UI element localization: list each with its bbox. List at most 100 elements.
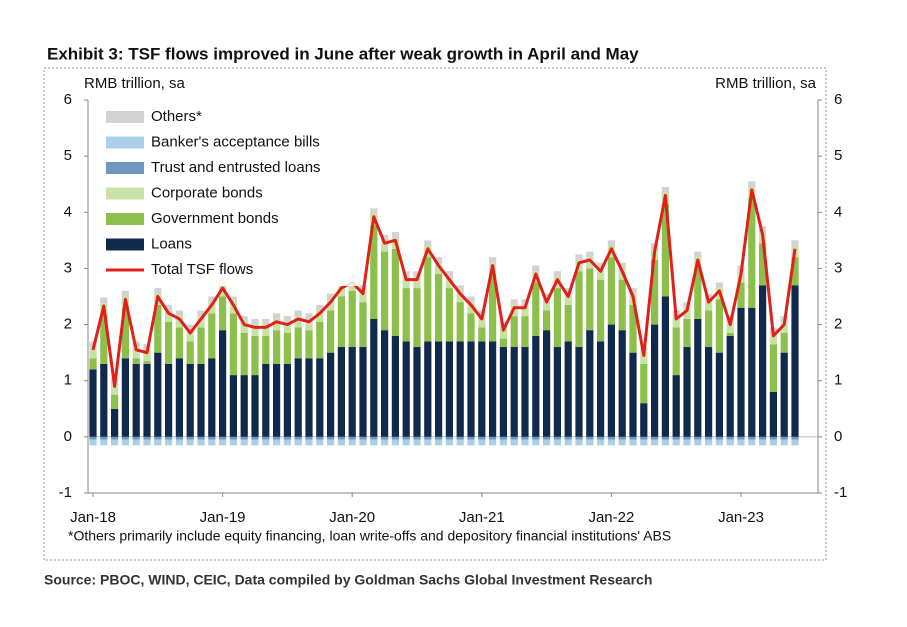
bar-segment <box>651 324 659 437</box>
bar-segment <box>553 347 561 437</box>
bar-segment <box>337 436 345 440</box>
bar-segment <box>154 352 162 437</box>
bar-segment <box>737 307 745 437</box>
y-tick-label: 6 <box>64 91 72 108</box>
bar-segment <box>327 436 335 440</box>
bar-segment <box>240 332 248 376</box>
bar-segment <box>435 257 443 263</box>
bar-segment <box>780 321 788 333</box>
bar-segment <box>305 358 313 437</box>
bar-segment <box>618 439 626 446</box>
bar-segment <box>467 302 475 314</box>
bar-segment <box>283 436 291 440</box>
bar-segment <box>294 327 302 359</box>
bar-segment <box>121 436 129 440</box>
bar-segment <box>510 299 518 305</box>
bar-segment <box>143 363 151 437</box>
bar-segment <box>208 358 216 437</box>
bar-segment <box>316 439 324 446</box>
bar-segment <box>370 318 378 437</box>
bar-segment <box>748 436 756 440</box>
bar-segment <box>294 358 302 437</box>
bar-segment <box>629 439 637 446</box>
bar-segment <box>165 304 173 311</box>
bar-segment <box>316 310 324 322</box>
bar-segment <box>143 361 151 364</box>
bar-segment <box>294 439 302 446</box>
bar-segment <box>381 330 389 437</box>
bar-segment <box>337 285 345 297</box>
bar-segment <box>532 436 540 440</box>
bar-segment <box>348 439 356 446</box>
bar-segment <box>661 296 669 437</box>
bar-segment <box>445 341 453 437</box>
bar-segment <box>672 327 680 376</box>
bar-segment <box>402 439 410 446</box>
bar-segment <box>413 439 421 446</box>
bar-segment <box>283 439 291 446</box>
bar-segment <box>391 439 399 446</box>
bar-segment <box>111 383 119 395</box>
bar-segment <box>316 358 324 437</box>
bar-segment <box>240 316 248 322</box>
bar-segment <box>607 240 615 246</box>
bar-segment <box>316 436 324 440</box>
bar-segment <box>143 349 151 362</box>
bar-segment <box>791 285 799 437</box>
bar-segment <box>197 436 205 440</box>
bar-segment <box>759 439 767 446</box>
bar-segment <box>715 282 723 289</box>
y2-tick-label: 6 <box>834 91 842 108</box>
y-tick-label: 2 <box>64 316 72 333</box>
bar-segment <box>769 391 777 437</box>
bar-segment <box>618 262 626 269</box>
bar-segment <box>165 363 173 437</box>
bar-segment <box>769 436 777 440</box>
bar-segment <box>553 436 561 440</box>
bar-segment <box>456 285 464 291</box>
bar-segment <box>251 318 259 325</box>
bar-segment <box>543 439 551 446</box>
y2-tick-label: 0 <box>834 428 842 445</box>
bar-segment <box>726 335 734 437</box>
bar-segment <box>359 347 367 437</box>
bar-segment <box>305 439 313 446</box>
bar-segment <box>337 296 345 348</box>
bar-segment <box>694 318 702 437</box>
bar-segment <box>370 436 378 440</box>
bar-segment <box>575 439 583 446</box>
bar-segment <box>597 279 605 342</box>
bar-segment <box>197 316 205 328</box>
bar-segment <box>262 436 270 440</box>
bar-segment <box>597 268 605 280</box>
bar-segment <box>564 439 572 446</box>
bar-segment <box>510 436 518 440</box>
bar-segment <box>651 439 659 446</box>
bar-segment <box>402 341 410 437</box>
bar-segment <box>586 257 594 269</box>
bar-segment <box>262 335 270 364</box>
bar-segment <box>705 299 713 311</box>
bar-segment <box>305 436 313 440</box>
bar-segment <box>424 257 432 342</box>
bar-segment <box>381 240 389 252</box>
bar-segment <box>121 358 129 437</box>
bar-segment <box>154 288 162 294</box>
bar-segment <box>197 310 205 317</box>
legend-swatch <box>106 213 144 225</box>
bar-segment <box>402 288 410 342</box>
bar-segment <box>607 439 615 446</box>
bar-segment <box>197 439 205 446</box>
bar-segment <box>89 347 97 359</box>
bar-segment <box>402 436 410 440</box>
legend-swatch <box>106 136 144 149</box>
bar-segment <box>683 307 691 319</box>
bar-segment <box>208 439 216 446</box>
bar-segment <box>175 439 183 446</box>
bar-segment <box>435 341 443 437</box>
bar-segment <box>769 439 777 446</box>
bar-segment <box>499 327 507 339</box>
bar-segment <box>499 439 507 446</box>
bar-segment <box>100 436 108 440</box>
bar-segment <box>456 290 464 303</box>
